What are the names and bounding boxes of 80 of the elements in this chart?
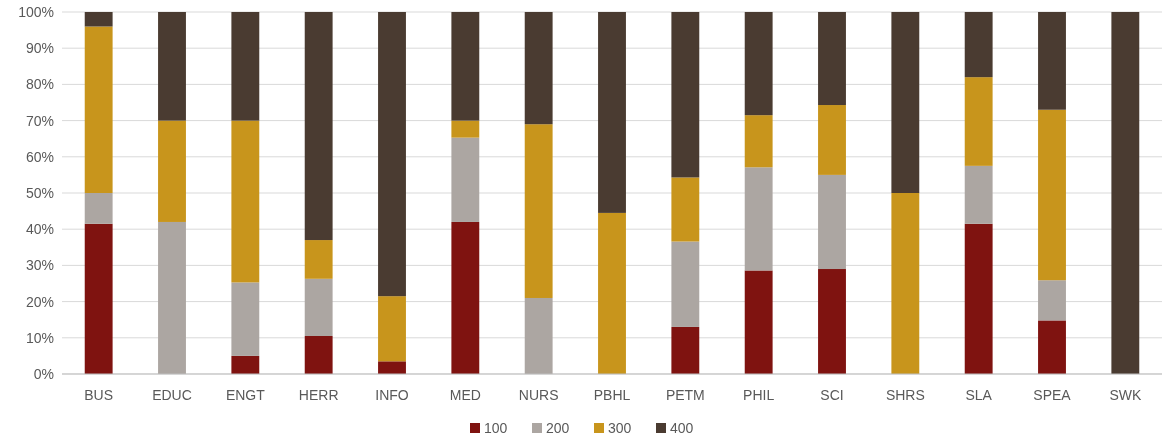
x-tick-label: PHIL: [743, 387, 775, 403]
x-tick-label: NURS: [518, 387, 559, 403]
bar: [84, 223, 113, 374]
bar: [451, 137, 480, 222]
bar: [671, 12, 700, 178]
x-tick-label: SCI: [820, 387, 844, 403]
bar: [158, 221, 186, 374]
bar: [818, 12, 846, 106]
bar: [964, 77, 993, 166]
x-tick-label: BUS: [84, 387, 114, 403]
bar: [964, 223, 993, 374]
y-tick-label: 0%: [33, 365, 54, 382]
x-tick-label: INFO: [375, 387, 409, 403]
bar: [451, 120, 480, 138]
y-tick-label: 70%: [25, 112, 54, 129]
bar: [378, 361, 406, 374]
y-tick-label: 90%: [25, 40, 54, 57]
bar: [818, 174, 846, 270]
bar: [744, 167, 773, 271]
bar: [231, 282, 260, 356]
bar: [1038, 12, 1066, 110]
bar: [598, 12, 626, 213]
bar: [524, 124, 553, 298]
bar: [671, 177, 700, 242]
bar: [891, 12, 920, 193]
x-tick-label: EDUC: [152, 387, 192, 403]
y-tick-label: 20%: [25, 293, 54, 310]
bar: [818, 269, 846, 374]
bar: [84, 26, 113, 193]
bar: [818, 105, 846, 175]
bar: [598, 212, 626, 374]
bar: [744, 115, 773, 168]
x-tick-label: ENGT: [225, 387, 266, 403]
legend-label: 100: [484, 419, 508, 436]
bar: [304, 240, 333, 279]
y-tick-label: 10%: [25, 329, 54, 346]
bar: [304, 12, 333, 241]
y-tick-label: 30%: [25, 257, 54, 274]
y-tick-label: 60%: [25, 148, 54, 165]
bar: [744, 12, 773, 116]
bar: [84, 12, 113, 27]
x-tick-label: PBHL: [593, 387, 631, 403]
bar: [1111, 12, 1140, 374]
bar: [964, 12, 993, 78]
bar: [304, 278, 333, 336]
x-tick-label: SWK: [1109, 387, 1142, 403]
y-tick-label: 100%: [18, 3, 54, 20]
y-tick-label: 80%: [25, 76, 54, 93]
x-tick-label: MED: [449, 387, 481, 403]
y-tick-label: 40%: [25, 221, 54, 238]
bar: [964, 165, 993, 224]
bar: [671, 241, 700, 327]
x-tick-label: PETM: [665, 387, 705, 403]
bar: [1038, 320, 1066, 374]
legend-label: 200: [546, 419, 570, 436]
bar: [524, 12, 553, 125]
bar: [451, 221, 480, 374]
bar: [744, 270, 773, 374]
bar: [84, 193, 113, 224]
x-tick-label: SHRS: [885, 387, 925, 403]
bar: [304, 335, 333, 374]
x-tick-label: SLA: [965, 387, 993, 403]
bar: [231, 120, 260, 283]
bar: [378, 12, 406, 297]
bar: [231, 12, 260, 121]
bar: [378, 296, 406, 362]
x-tick-label: SPEA: [1033, 387, 1072, 403]
bar: [891, 193, 920, 374]
bar: [231, 355, 260, 374]
bar: [671, 326, 700, 374]
bar: [1038, 280, 1066, 321]
legend-label: 300: [608, 419, 632, 436]
bar: [524, 297, 553, 374]
legend-label: 400: [670, 419, 694, 436]
bar: [158, 12, 186, 121]
x-tick-label: HERR: [298, 387, 339, 403]
bar: [158, 120, 186, 222]
bar: [451, 12, 480, 121]
y-tick-label: 50%: [25, 184, 54, 201]
bar: [1038, 109, 1066, 281]
